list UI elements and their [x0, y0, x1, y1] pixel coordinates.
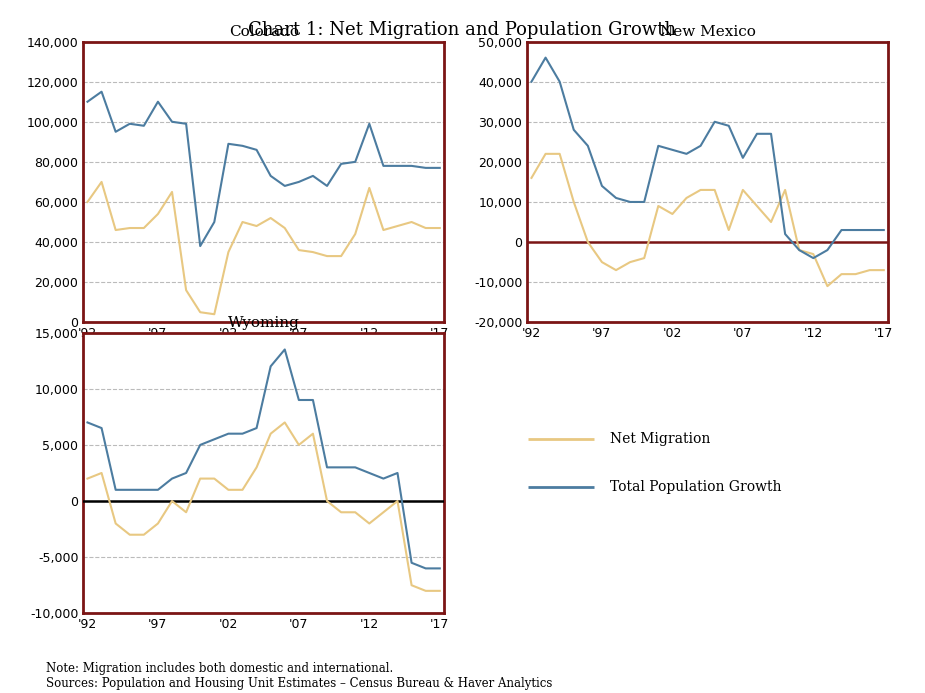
- Title: New Mexico: New Mexico: [660, 25, 756, 39]
- Text: Chart 1: Net Migration and Population Growth: Chart 1: Net Migration and Population Gr…: [249, 21, 676, 39]
- Title: Wyoming: Wyoming: [228, 316, 300, 330]
- Text: Total Population Growth: Total Population Growth: [610, 480, 782, 494]
- Text: Net Migration: Net Migration: [610, 432, 710, 446]
- Text: Note: Migration includes both domestic and international.
Sources: Population an: Note: Migration includes both domestic a…: [46, 662, 552, 690]
- Title: Colorado: Colorado: [228, 25, 299, 39]
